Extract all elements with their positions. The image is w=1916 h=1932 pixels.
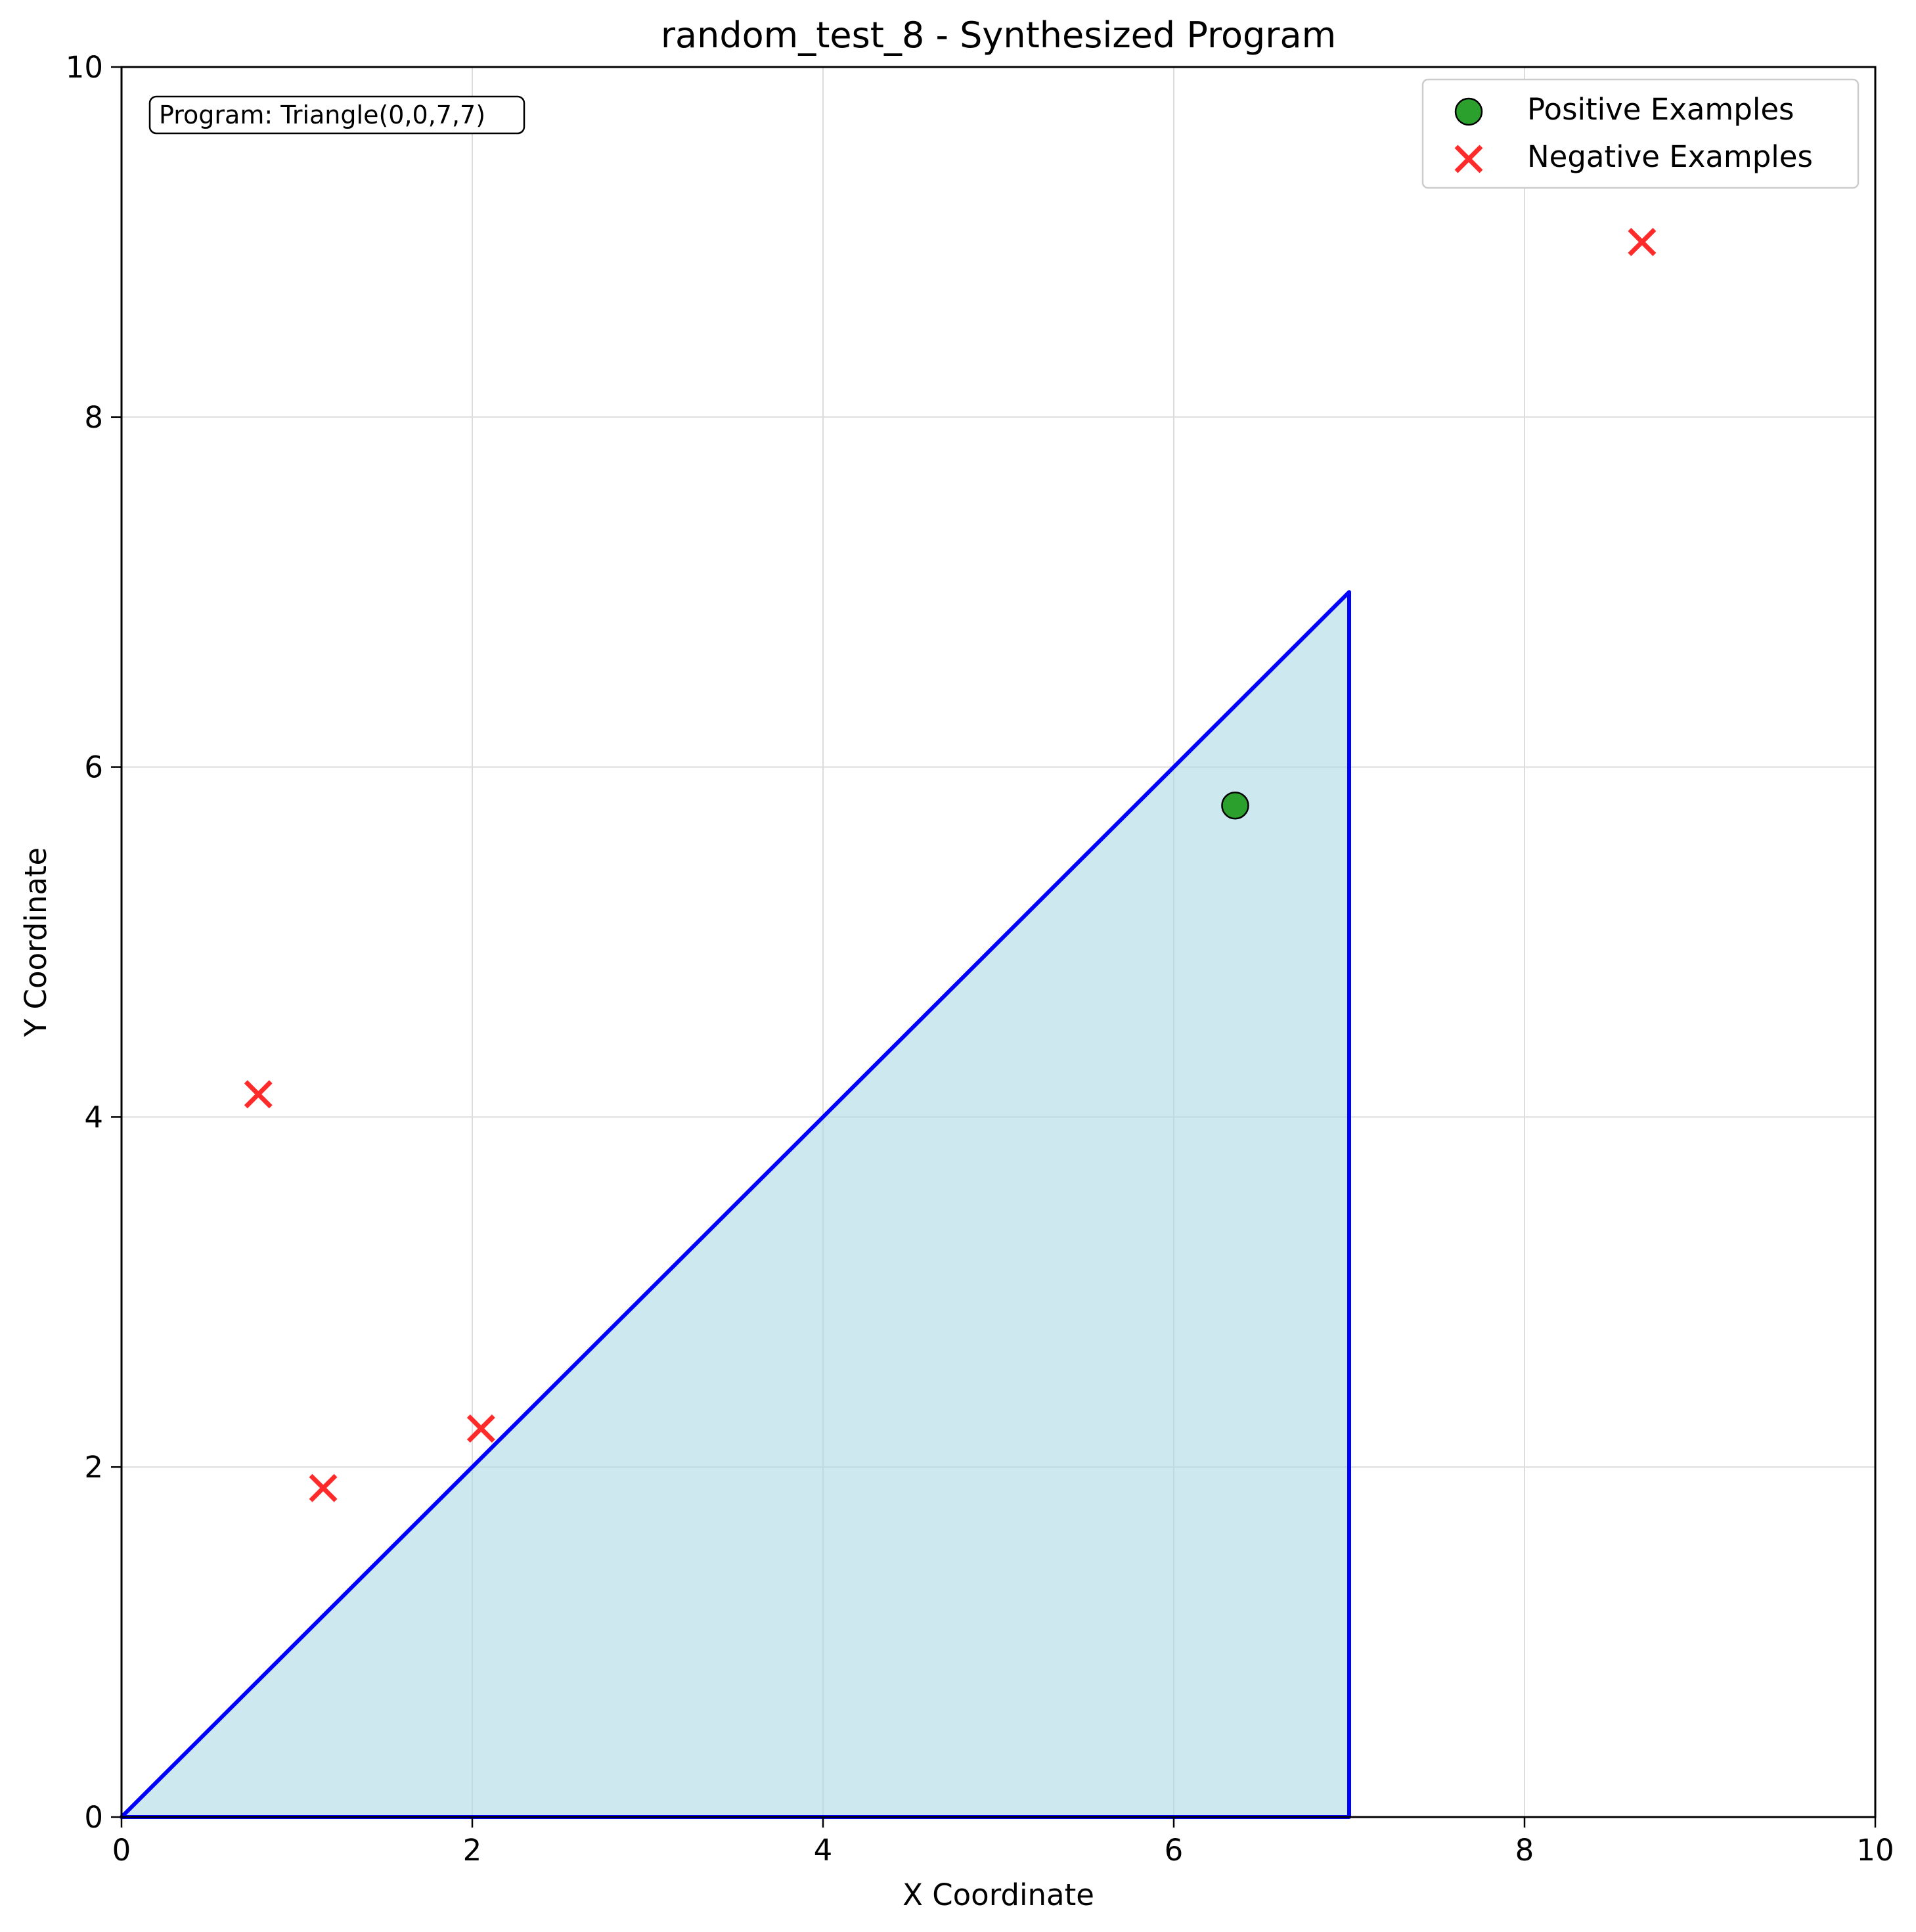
grid	[121, 66, 1876, 1818]
axis-ticks: 0 2 4 6 8 10 0 2 4 6 8 10	[66, 50, 1894, 1868]
legend-marker-negative	[1454, 145, 1483, 173]
legend-marker-positive	[1454, 97, 1483, 126]
x-tick-label: 4	[814, 1833, 833, 1868]
x-tick-label: 0	[112, 1833, 131, 1868]
chart-title: random_test_8 - Synthesized Program	[661, 14, 1336, 56]
negative-point	[466, 1414, 495, 1443]
x-tick-label: 8	[1515, 1833, 1534, 1868]
negative-point-stroke	[309, 1473, 338, 1502]
y-tick-label: 6	[84, 750, 103, 785]
legend-x-mark-stroke	[1454, 145, 1483, 173]
y-tick-label: 2	[84, 1450, 103, 1485]
x-tick-label: 2	[463, 1833, 482, 1868]
x-axis-label: X Coordinate	[902, 1877, 1094, 1912]
legend-box	[1421, 78, 1860, 189]
negative-point-stroke	[466, 1414, 495, 1443]
legend: Positive Examples Negative Examples	[1421, 78, 1860, 189]
positive-point	[1221, 791, 1249, 820]
annotation-text: Program: Triangle(0,0,7,7)	[159, 101, 485, 129]
plot-frame	[120, 66, 1877, 1818]
negative-point	[309, 1473, 338, 1502]
legend-label-negative: Negative Examples	[1527, 139, 1813, 174]
negative-point	[244, 1080, 273, 1109]
negative-point-stroke	[244, 1080, 273, 1109]
y-axis-label: Y Coordinate	[18, 847, 53, 1037]
negative-point	[1628, 227, 1657, 256]
y-tick-label: 10	[66, 50, 103, 85]
legend-label-positive: Positive Examples	[1527, 92, 1794, 127]
data-points	[244, 227, 1657, 1502]
negative-point-stroke	[1628, 227, 1657, 256]
legend-x-mark	[1454, 145, 1483, 173]
y-tick-label: 8	[84, 400, 103, 435]
y-tick-label: 4	[84, 1100, 103, 1134]
y-tick-label: 0	[84, 1800, 103, 1835]
program-annotation: Program: Triangle(0,0,7,7)	[148, 95, 525, 135]
x-tick-label: 10	[1856, 1833, 1894, 1868]
annotation-box	[148, 95, 525, 135]
x-tick-label: 6	[1165, 1833, 1184, 1868]
